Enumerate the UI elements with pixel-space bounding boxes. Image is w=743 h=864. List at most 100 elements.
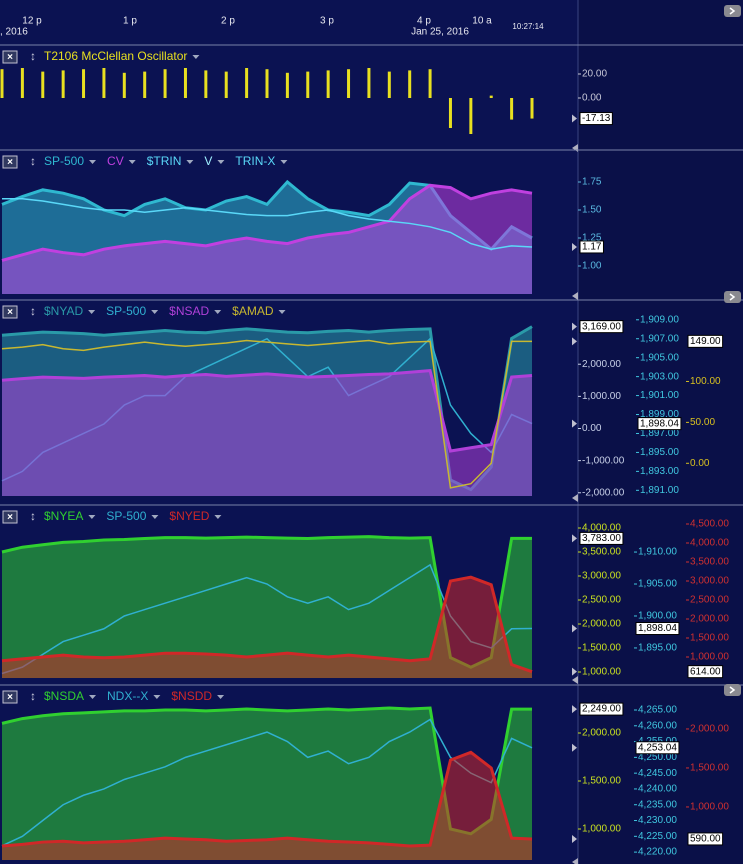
time-label: 3 p xyxy=(320,16,334,27)
move-handle: ↕ xyxy=(30,689,36,703)
close-button[interactable] xyxy=(2,155,18,169)
tick-label: 1,895.00 xyxy=(638,643,677,654)
tick-label: 2,000.00 xyxy=(690,614,729,625)
scroll-button[interactable] xyxy=(724,684,741,696)
tick-label: 0.00 xyxy=(690,458,710,469)
scroll-chevron xyxy=(729,293,736,301)
current-value-box xyxy=(579,240,604,254)
tick-label: 4,000.00 xyxy=(690,538,729,549)
tick-label: 1,893.00 xyxy=(640,466,679,477)
dropdown-arrow[interactable] xyxy=(186,160,194,164)
tick-label: 0.00 xyxy=(582,423,602,434)
legend-entry[interactable]: $NYAD xyxy=(44,304,83,318)
dropdown-arrow[interactable] xyxy=(153,695,161,699)
legend-entry[interactable]: SP-500 xyxy=(106,304,146,318)
tick-label: 1.25 xyxy=(582,233,602,244)
close-x: × xyxy=(7,157,13,168)
tick-label: 20.00 xyxy=(582,69,607,80)
legend-entry[interactable]: $TRIN xyxy=(147,154,182,168)
scroll-chevron xyxy=(729,686,736,694)
scroll-button[interactable] xyxy=(724,291,741,303)
dropdown-arrow[interactable] xyxy=(217,695,225,699)
dropdown-arrow[interactable] xyxy=(192,55,200,59)
tick-label: 1,500.00 xyxy=(690,633,729,644)
legend-entry[interactable]: $NSDA xyxy=(44,689,84,703)
line xyxy=(1,339,532,489)
dropdown-arrow[interactable] xyxy=(278,310,286,314)
legend-entry[interactable]: TRIN-X xyxy=(235,154,275,168)
legend-entry[interactable]: $NSAD xyxy=(169,304,209,318)
tick-label: 4,225.00 xyxy=(638,831,677,842)
close-x: × xyxy=(7,512,13,523)
pointer xyxy=(572,624,577,633)
tick-label: 4,500.00 xyxy=(690,519,729,530)
current-value-box xyxy=(579,112,613,126)
time-label: 2 p xyxy=(221,16,235,27)
tick-label: 1,891.00 xyxy=(640,485,679,496)
dropdown-arrow[interactable] xyxy=(89,160,97,164)
current-value: -17.13 xyxy=(582,113,611,124)
legend-entry[interactable]: V xyxy=(204,154,212,168)
tick-label: 1,897.00 xyxy=(640,428,679,439)
close-x: × xyxy=(7,307,13,318)
current-value-box xyxy=(579,531,624,545)
dropdown-arrow[interactable] xyxy=(88,310,96,314)
current-value-box xyxy=(579,702,624,716)
current-value: 1.17 xyxy=(582,242,602,253)
legend-entry[interactable]: $NYED xyxy=(169,509,209,523)
current-value: 2,249.00 xyxy=(582,704,621,715)
dropdown-arrow[interactable] xyxy=(214,515,222,519)
current-value-box xyxy=(687,334,724,348)
pointer xyxy=(572,419,577,428)
current-value-box xyxy=(635,741,680,755)
legend-entry[interactable]: $NYEA xyxy=(44,509,83,523)
tick-label: 1,895.00 xyxy=(640,447,679,458)
tick-label: 2,000.00 xyxy=(690,724,729,735)
close-button[interactable] xyxy=(2,305,18,319)
dropdown-arrow[interactable] xyxy=(88,515,96,519)
time-label: 4 p xyxy=(417,16,431,27)
close-button[interactable] xyxy=(2,510,18,524)
tick-label: 1,903.00 xyxy=(640,371,679,382)
legend-entry[interactable]: CV xyxy=(107,154,124,168)
dropdown-arrow[interactable] xyxy=(89,695,97,699)
dropdown-arrow[interactable] xyxy=(151,515,159,519)
area xyxy=(2,536,532,678)
line xyxy=(2,198,533,250)
scroll-button[interactable] xyxy=(724,5,741,17)
tick-label: 50.00 xyxy=(690,417,715,428)
line xyxy=(1,718,533,847)
dropdown-arrow[interactable] xyxy=(128,160,136,164)
tick-label: 1,000.00 xyxy=(582,667,621,678)
tick-label: 1.00 xyxy=(582,261,602,272)
legend-entry[interactable]: T2106 McClellan Oscillator xyxy=(44,49,187,63)
legend-entry[interactable]: SP-500 xyxy=(44,154,84,168)
dropdown-arrow[interactable] xyxy=(214,310,222,314)
tick-label: 4,230.00 xyxy=(638,815,677,826)
pointer xyxy=(572,705,577,714)
area xyxy=(2,708,532,860)
dropdown-arrow[interactable] xyxy=(280,160,288,164)
tick-label: 1,901.00 xyxy=(640,390,679,401)
time-label: 10 a xyxy=(472,16,492,27)
legend-entry[interactable]: $AMAD xyxy=(232,304,274,318)
scroll-arrow xyxy=(572,494,578,502)
close-button[interactable] xyxy=(2,690,18,704)
close-button[interactable] xyxy=(2,50,18,64)
pointer xyxy=(572,322,577,331)
pointer xyxy=(572,114,577,123)
legend-entry[interactable]: $NSDD xyxy=(171,689,212,703)
tick-label: 1,907.00 xyxy=(640,333,679,344)
pointer xyxy=(572,534,577,543)
current-value-box xyxy=(687,832,724,846)
tick-label: 2,000.00 xyxy=(582,728,621,739)
scroll-arrow xyxy=(572,292,578,300)
tick-label: 4,235.00 xyxy=(638,799,677,810)
current-value: 1,898.04 xyxy=(640,418,679,429)
legend-entry[interactable]: SP-500 xyxy=(106,509,146,523)
dropdown-arrow[interactable] xyxy=(217,160,225,164)
legend-entry[interactable]: NDX--X xyxy=(107,689,148,703)
current-value: 3,169.00 xyxy=(582,321,621,332)
tick-label: 1,500.00 xyxy=(582,643,621,654)
dropdown-arrow[interactable] xyxy=(151,310,159,314)
